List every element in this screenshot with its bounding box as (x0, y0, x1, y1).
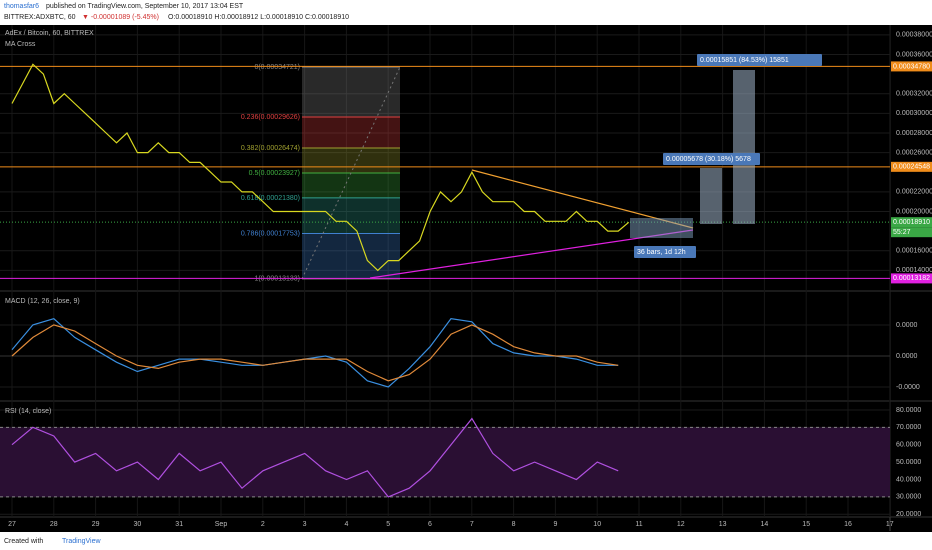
axis-badge (891, 61, 932, 72)
y-tick-label: 70.0000 (896, 424, 921, 431)
annotation: 0.00015851 (84.53%) 15851 (700, 57, 789, 64)
fib-zone (302, 147, 400, 173)
panel-title: RSI (14, close) (5, 408, 51, 415)
x-tick-label: 30 (134, 521, 142, 528)
series-line (11, 417, 619, 498)
y-tick-label: 0.00038000 (896, 32, 932, 39)
x-tick-label: 27 (8, 521, 16, 528)
x-tick-label: 5 (386, 521, 390, 528)
y-tick-label: 0.00014000 (896, 267, 932, 274)
x-tick-label: 13 (719, 521, 727, 528)
series-line (11, 318, 619, 388)
rsi-band (0, 427, 890, 497)
y-tick-label: 0.00030000 (896, 110, 932, 117)
axis-badge-label: 0.00024548 (893, 164, 930, 171)
fib-trend (301, 66, 401, 280)
x-tick-label: 28 (50, 521, 58, 528)
annotation-box (663, 153, 760, 165)
x-tick-label: 16 (844, 521, 852, 528)
fib-zone (302, 197, 400, 234)
series-line (11, 63, 630, 272)
y-tick-label: 60.0000 (896, 442, 921, 449)
x-tick-label: 4 (344, 521, 348, 528)
panel-subtitle: MA Cross (5, 41, 36, 48)
y-tick-label: 0.00022000 (896, 189, 932, 196)
y-tick-label: -0.0000 (896, 384, 920, 391)
fib-zone (302, 117, 400, 148)
fib-zone (302, 233, 400, 279)
fib-label: 0.382(0.00026474) (241, 145, 300, 152)
axis-badge (891, 161, 932, 172)
y-tick-label: 0.00020000 (896, 208, 932, 215)
annotation-box (697, 54, 822, 66)
x-tick-label: 8 (512, 521, 516, 528)
fib-label: 0.786(0.00017753) (241, 230, 300, 237)
fib-label: 0.236(0.00029626) (241, 114, 300, 121)
x-tick-label: 29 (92, 521, 100, 528)
x-tick-label: 6 (428, 521, 432, 528)
y-tick-label: 20.0000 (896, 511, 921, 518)
axis-badge-label: 0.00034780 (893, 63, 930, 70)
series-line (11, 324, 619, 382)
annotation-box (634, 246, 696, 258)
published: published on TradingView.com, September … (46, 3, 244, 10)
y-tick-label: 80.0000 (896, 407, 921, 414)
fib-label: 0.5(0.00023927) (249, 170, 300, 177)
fib-label: 0(0.00034721) (254, 64, 300, 71)
annotation: 0.00005678 (30.18%) 5678 (666, 156, 751, 163)
y-tick-label: 0.0000 (896, 353, 918, 360)
x-tick-label: 10 (593, 521, 601, 528)
x-tick-label: 2 (261, 521, 265, 528)
x-tick-label: 12 (677, 521, 685, 528)
x-tick-label: 7 (470, 521, 474, 528)
annotation: 36 bars, 1d 12h (637, 249, 686, 256)
change: ▼ -0.00001089 (-5.45%) (82, 14, 159, 21)
y-tick-label: 50.0000 (896, 459, 921, 466)
projection-b (733, 70, 755, 224)
fib-zone (302, 172, 400, 198)
y-tick-label: 0.00028000 (896, 130, 932, 137)
y-tick-label: 40.0000 (896, 476, 921, 483)
author: thomasfar6 (4, 3, 39, 10)
x-tick-label: 17 (886, 521, 894, 528)
countdown-badge (891, 227, 932, 238)
x-tick-label: 3 (303, 521, 307, 528)
y-tick-label: 0.00036000 (896, 51, 932, 58)
projection-a (700, 168, 722, 224)
countdown: 55:27 (893, 229, 911, 236)
x-tick-label: Sep (215, 521, 228, 528)
panel-title: MACD (12, 26, close, 9) (5, 298, 80, 305)
axis-badge-label: 0.00013182 (893, 275, 930, 282)
y-tick-label: 30.0000 (896, 494, 921, 501)
x-tick-label: 15 (802, 521, 810, 528)
axis-badge-label: 0.00018910 (893, 219, 930, 226)
symbol: BITTREX:ADXBTC, 60 (4, 14, 76, 21)
panel-title: AdEx / Bitcoin, 60, BITTREX (5, 30, 94, 37)
ohlc: O:0.00018910 H:0.00018912 L:0.00018910 C… (168, 14, 349, 21)
x-tick-label: 9 (553, 521, 557, 528)
y-tick-label: 0.00032000 (896, 91, 932, 98)
fib-zone (302, 66, 400, 118)
y-tick-label: 0.00026000 (896, 149, 932, 156)
footer-brand: TradingView (62, 538, 101, 545)
y-tick-label: 0.00016000 (896, 248, 932, 255)
fib-label: 1(0.00013133) (254, 276, 300, 283)
y-tick-label: 0.0000 (896, 322, 918, 329)
x-tick-label: 11 (635, 521, 642, 528)
axis-badge (891, 217, 932, 228)
fib-label: 0.618(0.00021380) (241, 195, 300, 202)
x-tick-label: 31 (175, 521, 183, 528)
axis-badge (891, 273, 932, 284)
measure-box (630, 218, 693, 238)
footer-created: Created with (4, 538, 43, 545)
x-tick-label: 14 (761, 521, 769, 528)
